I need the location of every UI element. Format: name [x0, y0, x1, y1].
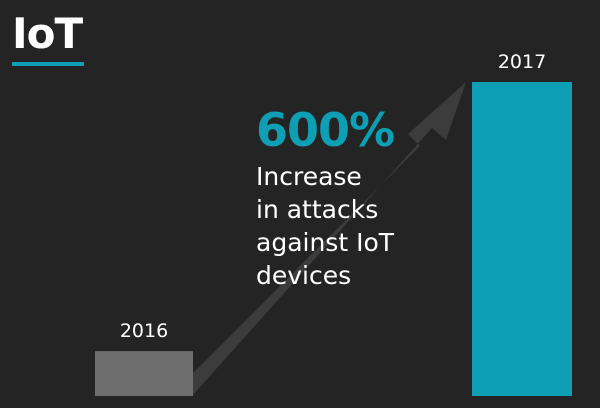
arrow-shape — [170, 82, 466, 396]
bars — [95, 82, 572, 396]
description-line: in attacks — [256, 195, 379, 224]
bar-2017 — [472, 82, 572, 396]
bar-labels: 2016 2017 — [120, 51, 546, 342]
increase-description: Increase in attacks against IoT devices — [256, 160, 456, 292]
bar-2016 — [95, 351, 193, 396]
description-line: Increase — [256, 162, 362, 191]
growth-arrow — [170, 82, 466, 396]
description-line: devices — [256, 261, 352, 290]
category-label-2016: 2016 — [120, 320, 168, 342]
title-underline — [12, 62, 84, 66]
increase-percentage: 600% — [256, 103, 395, 157]
description-line: against IoT — [256, 228, 395, 257]
category-label-2017: 2017 — [498, 51, 546, 73]
page-title: IoT — [12, 9, 83, 58]
